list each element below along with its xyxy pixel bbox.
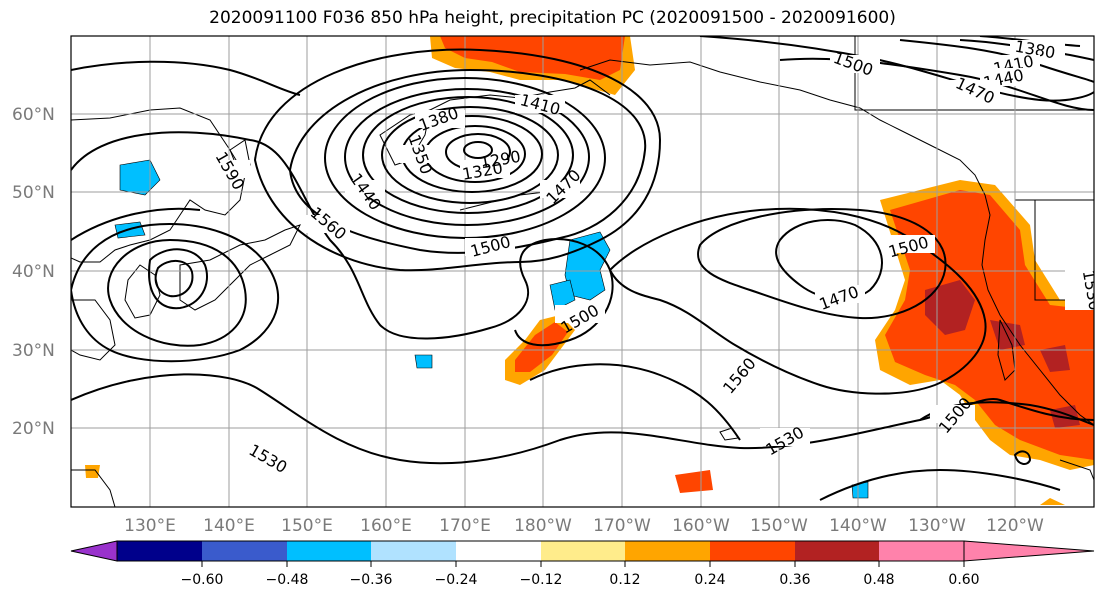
map-frame <box>70 35 1095 508</box>
colorbar-extend-right <box>963 540 1095 562</box>
colorbar-extend-left <box>70 540 118 562</box>
contour-line <box>253 48 662 272</box>
colorbar-tick-label: −0.12 <box>520 572 563 588</box>
lon-label: 130°E <box>124 516 176 536</box>
contour-line <box>463 141 493 159</box>
longitude-labels: 130°E 140°E 150°E 160°E 170°E 180°W 170°… <box>124 516 1044 536</box>
lon-label: 140°W <box>829 516 887 536</box>
colorbar-swatch <box>117 541 202 561</box>
colorbar-tick-label: −0.60 <box>181 572 224 588</box>
contour-line <box>107 238 247 347</box>
colorbar-tick-label: 0.60 <box>948 572 979 588</box>
colorbar-swatch <box>202 541 287 561</box>
colorbar-swatch <box>795 541 879 561</box>
colorbar-tick-label: 0.36 <box>779 572 810 588</box>
colorbar-swatch <box>456 541 541 561</box>
colorbar-tick-label: −0.48 <box>266 572 309 588</box>
colorbar-swatch <box>710 541 795 561</box>
contour-line <box>819 468 1061 501</box>
lat-label: 20°N <box>12 419 55 439</box>
contour-line <box>529 363 741 441</box>
contour-line <box>699 36 1094 102</box>
contour-line <box>148 248 208 310</box>
contour-line <box>288 68 647 254</box>
colorbar-tick-label: 0.48 <box>863 572 894 588</box>
colorbar-tick-label: 0.24 <box>694 572 725 588</box>
lon-label: 140°E <box>203 516 255 536</box>
contour-line <box>71 60 301 96</box>
lon-label: 160°W <box>672 516 730 536</box>
height-contours <box>71 36 1094 501</box>
contour-line <box>71 131 614 347</box>
lon-label: 170°W <box>593 516 651 536</box>
lat-label: 40°N <box>12 262 55 282</box>
contour-line <box>609 207 987 395</box>
colorbar: −0.60 −0.48 −0.36 −0.24 −0.12 0.12 0.24 … <box>70 540 1095 588</box>
contour-line <box>381 106 559 204</box>
contour-line <box>71 207 201 241</box>
latitude-labels: 60°N 50°N 40°N 30°N 20°N <box>12 105 55 439</box>
lat-label: 30°N <box>12 341 55 361</box>
contour-line <box>1013 450 1032 465</box>
contour-line <box>154 260 194 298</box>
contour-line <box>344 88 590 226</box>
colorbar-swatch <box>879 541 964 561</box>
lat-label: 50°N <box>12 183 55 203</box>
contour-line <box>71 223 280 363</box>
lon-label: 170°E <box>439 516 491 536</box>
colorbar-swatch <box>287 541 371 561</box>
contour-line <box>959 39 1094 61</box>
lon-label: 150°W <box>750 516 808 536</box>
colorbar-tick-label: −0.36 <box>350 572 393 588</box>
lon-label: 180°W <box>514 516 572 536</box>
colorbar-tick-label: 0.12 <box>609 572 640 588</box>
lon-label: 130°W <box>908 516 966 536</box>
lon-label: 160°E <box>360 516 412 536</box>
colorbar-swatch <box>371 541 456 561</box>
lat-label: 60°N <box>12 105 55 125</box>
contour-line <box>362 96 574 214</box>
lon-label: 120°W <box>986 516 1044 536</box>
contour-line <box>775 219 883 301</box>
map-title: 2020091100 F036 850 hPa height, precipit… <box>209 8 896 28</box>
colorbar-swatch <box>625 541 710 561</box>
lon-label: 150°E <box>281 516 333 536</box>
colorbar-tick-label: −0.24 <box>435 572 478 588</box>
contour-line <box>697 208 947 320</box>
colorbar-swatch <box>541 541 625 561</box>
